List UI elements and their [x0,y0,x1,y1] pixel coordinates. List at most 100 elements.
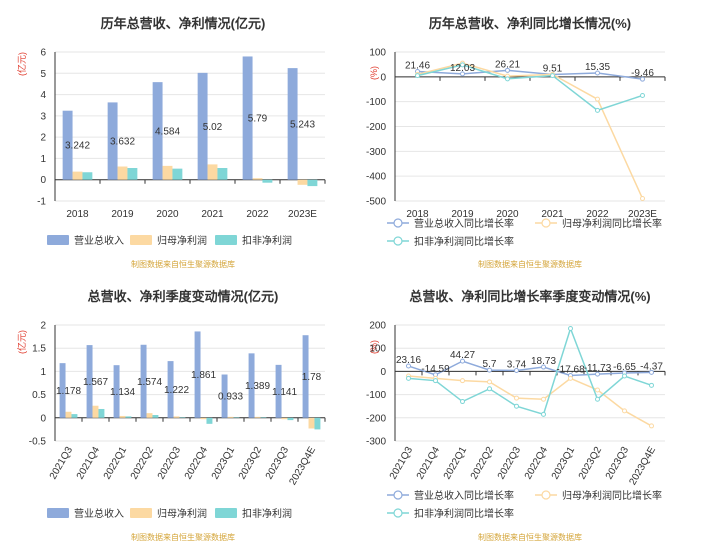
data-label: 5.02 [203,122,223,133]
data-label: 18.73 [531,356,556,367]
x-tick-label: 2023Q1 [550,445,578,482]
y-tick-label: 1 [40,154,46,165]
bar-1 [92,405,99,418]
legend-label: 扣非净利润 [242,234,292,247]
point-2 [568,325,573,331]
legend-label: 营业总收入同比增长率 [414,489,514,502]
point-0 [514,368,519,374]
bar-2 [260,417,267,418]
data-label: 5.243 [290,119,315,130]
series-line-0 [417,69,643,80]
x-tick-label: 2023Q2 [237,445,265,482]
y-tick-label: -400 [366,172,386,183]
bar-2 [287,417,294,421]
point-2 [433,378,438,384]
bar-2 [179,417,186,418]
legend-marker-0 [393,218,403,228]
point-0 [541,364,546,370]
bar-0 [302,335,309,418]
y-tick-label: 0 [380,72,386,83]
x-tick-label: 2020 [496,209,519,220]
point-1 [487,379,492,385]
y-tick-label: -1 [37,197,46,208]
bar-2 [125,416,132,418]
bar-0 [275,364,282,418]
y-tick-label: 100 [369,48,386,59]
point-0 [595,371,600,377]
bar-1 [281,417,288,420]
x-tick-label: 2022Q4 [183,445,211,482]
x-tick-label: 2023Q3 [604,445,632,482]
x-tick-label: 2022Q1 [102,445,130,482]
source-note: 制图数据来自恒生聚源数据库 [478,532,582,542]
legend-swatch-2 [215,508,237,518]
chart-title: 历年总营收、净利情况(亿元) [101,16,266,31]
bar-2 [82,172,93,180]
y-axis-unit: (%) [369,66,379,80]
data-label: 1.389 [245,381,270,392]
y-tick-label: 3 [40,111,46,122]
y-tick-label: 5 [40,69,46,80]
bar-2 [127,168,138,180]
point-1 [595,387,600,393]
series-line-1 [408,375,652,427]
legend-label: 扣非净利润 [242,507,292,520]
x-tick-label: 2021Q4 [75,445,103,482]
data-label: -4.37 [640,361,663,372]
point-2 [550,73,555,79]
data-label: -14.59 [421,364,450,375]
data-label: 1.134 [110,387,135,398]
bar-1 [119,415,126,418]
bar-0 [113,365,120,418]
y-tick-label: -500 [366,197,386,208]
bar-1 [146,413,153,418]
chart-title: 总营收、净利季度变动情况(亿元) [88,289,279,304]
x-tick-label: 2022Q2 [469,445,497,482]
bar-2 [307,179,318,187]
legend-label: 归母净利润 [157,234,207,247]
point-0 [649,369,654,375]
x-tick-label: 2023Q2 [577,445,605,482]
bar-0 [194,331,201,418]
bar-0 [140,344,147,418]
y-tick-label: -300 [366,147,386,158]
y-tick-label: -100 [366,390,386,401]
x-tick-label: 2023Q1 [210,445,238,482]
series-line-2 [408,326,652,416]
x-tick-label: 2022Q3 [156,445,184,482]
bar-0 [107,102,118,180]
legend-label: 营业总收入 [74,507,124,520]
point-0 [460,71,465,77]
data-label: 9.51 [543,63,563,74]
data-label: -9.46 [631,68,654,79]
chart-title: 总营收、净利同比增长率季度变动情况(%) [409,289,650,304]
bar-2 [98,408,105,418]
data-label: -17.68 [556,365,585,376]
x-tick-label: 2021Q3 [48,445,76,482]
point-0 [487,367,492,373]
y-tick-label: 0.5 [32,390,46,401]
data-label: 1.861 [191,370,216,381]
x-tick-label: 2018 [406,209,429,220]
legend-marker-2 [393,508,403,518]
point-1 [514,395,519,401]
y-tick-label: 0 [40,413,46,424]
y-tick-label: 2 [40,321,46,332]
bar-1 [252,178,263,180]
y-tick-label: 4 [40,90,46,101]
bar-0 [248,353,255,418]
legend-swatch-1 [130,235,152,245]
point-2 [460,62,465,68]
data-label: 0.933 [218,392,243,403]
legend-marker-1 [541,490,551,500]
x-tick-label: 2022 [246,209,269,220]
bar-2 [233,417,240,418]
x-tick-label: 2023Q3 [264,445,292,482]
point-2 [640,92,645,98]
point-2 [487,386,492,392]
source-note: 制图数据来自恒生聚源数据库 [478,259,582,269]
bar-1 [308,417,315,429]
data-label: 1.574 [137,377,162,388]
